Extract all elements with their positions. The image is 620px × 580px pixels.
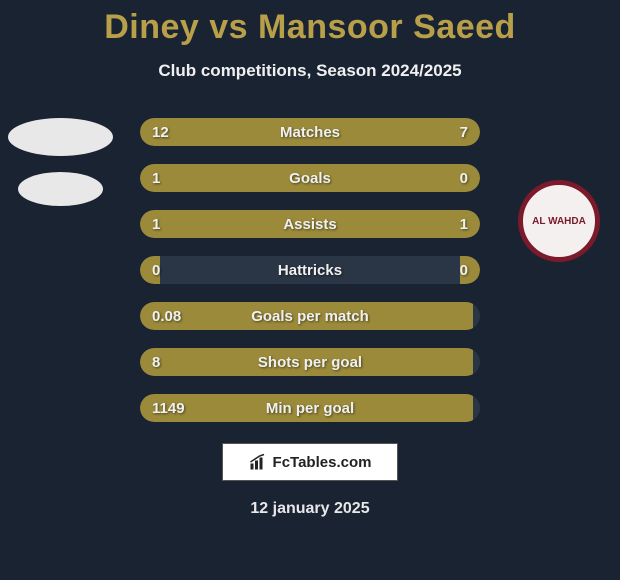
- date-text: 12 january 2025: [0, 500, 620, 518]
- stat-value-right: 0: [460, 164, 468, 192]
- stat-label: Assists: [140, 210, 480, 238]
- stat-row: 1 Goals 0: [140, 164, 480, 192]
- stat-row: 0 Hattricks 0: [140, 256, 480, 284]
- right-club-logo: AL WAHDA: [518, 180, 600, 262]
- stat-value-right: 7: [460, 118, 468, 146]
- stat-row: 1 Assists 1: [140, 210, 480, 238]
- branding-text: FcTables.com: [273, 454, 372, 471]
- stat-label: Matches: [140, 118, 480, 146]
- left-club-logo-1: [8, 118, 113, 156]
- stat-row: 12 Matches 7: [140, 118, 480, 146]
- branding-badge: FcTables.com: [222, 443, 398, 481]
- stat-row: 0.08 Goals per match: [140, 302, 480, 330]
- stat-label: Hattricks: [140, 256, 480, 284]
- stat-label: Goals per match: [140, 302, 480, 330]
- stat-row: 8 Shots per goal: [140, 348, 480, 376]
- page-title: Diney vs Mansoor Saeed: [0, 0, 620, 47]
- stat-value-right: 1: [460, 210, 468, 238]
- stat-label: Goals: [140, 164, 480, 192]
- stat-label: Min per goal: [140, 394, 480, 422]
- left-club-logo-2: [18, 172, 103, 206]
- stats-area: 12 Matches 7 1 Goals 0 1 Assists 1 0 Hat…: [140, 118, 480, 440]
- stat-value-right: 0: [460, 256, 468, 284]
- stat-label: Shots per goal: [140, 348, 480, 376]
- subtitle: Club competitions, Season 2024/2025: [0, 61, 620, 81]
- right-club-logo-text: AL WAHDA: [532, 216, 586, 227]
- chart-icon: [249, 453, 267, 471]
- stat-row: 1149 Min per goal: [140, 394, 480, 422]
